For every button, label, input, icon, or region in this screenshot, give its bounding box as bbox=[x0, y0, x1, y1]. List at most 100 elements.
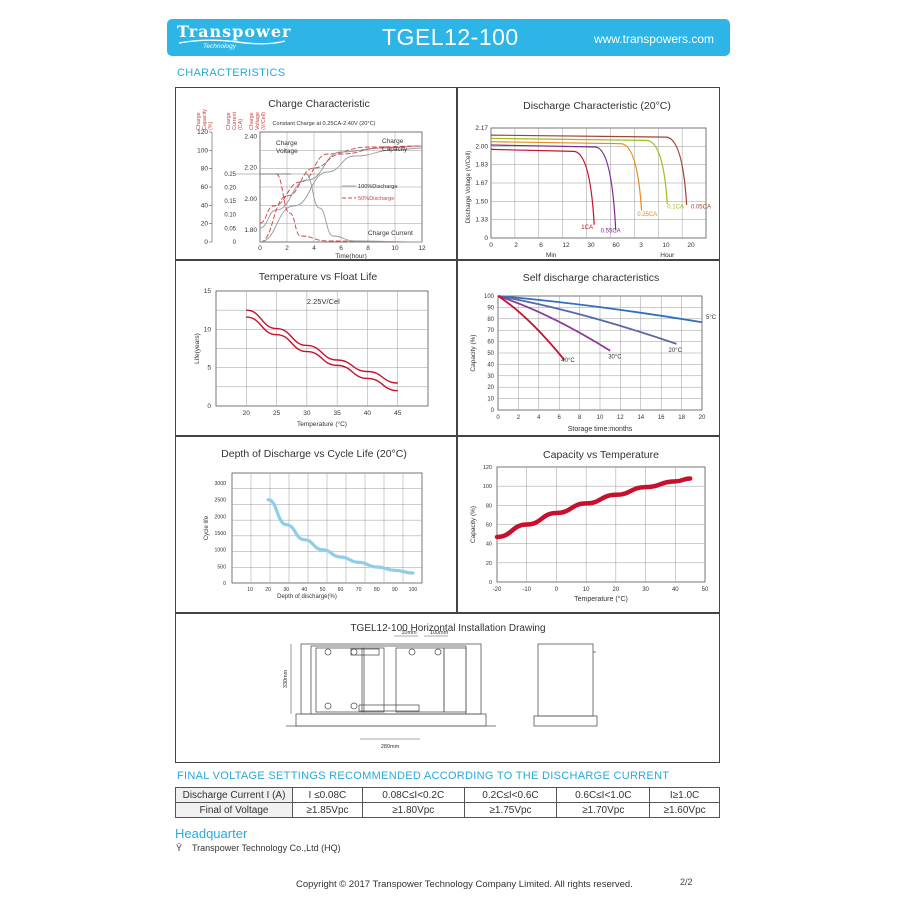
tick-label: 0 bbox=[489, 580, 492, 586]
table-cell: 0.08C≤I<0.2C bbox=[361, 787, 465, 803]
axis-header: Capacity bbox=[202, 109, 208, 130]
tick-label: 0.25 bbox=[224, 172, 236, 178]
tick-label: 20 bbox=[699, 415, 706, 421]
tick-label: 10 bbox=[391, 245, 399, 252]
axis-label: Temperature (°C) bbox=[297, 420, 347, 428]
tick-label: 0 bbox=[484, 235, 488, 242]
tick-label: 12 bbox=[418, 245, 426, 252]
series-line bbox=[490, 141, 643, 211]
tick-label: 16 bbox=[658, 415, 665, 421]
curve-label-voltage: Voltage bbox=[276, 148, 298, 155]
series-label: 1CA bbox=[581, 225, 593, 231]
self-discharge-chart: Self discharge characteristics0102030405… bbox=[470, 272, 717, 433]
chart-title: Self discharge characteristics bbox=[523, 272, 660, 284]
tick-label: 50 bbox=[487, 351, 494, 357]
tick-label: 30 bbox=[642, 587, 649, 593]
installation-drawing: TGEL12-100 Horizontal Installation Drawi… bbox=[283, 623, 598, 750]
capacity-curve bbox=[494, 476, 693, 540]
series-line bbox=[497, 295, 677, 345]
table-row: Final of Voltage ≥1.85Vpc ≥1.80Vpc ≥1.75… bbox=[175, 802, 720, 818]
logo-swoosh-icon bbox=[178, 39, 286, 45]
tick-label: 2.40 bbox=[244, 134, 257, 141]
panel-drawing: TGEL12-100 Horizontal Installation Drawi… bbox=[176, 614, 719, 762]
axis-group-label: Hour bbox=[660, 252, 675, 259]
tick-label: 40 bbox=[672, 587, 679, 593]
float-life-chart: Temperature vs Float Life 0 5 10 15 20 25 30 35 4… bbox=[194, 271, 429, 428]
life-curve bbox=[246, 309, 398, 384]
series-line bbox=[497, 295, 703, 324]
side-view-battery bbox=[537, 643, 594, 717]
side-view-base bbox=[533, 715, 598, 727]
tick-label: 20 bbox=[486, 561, 492, 567]
voltage-curve-50 bbox=[259, 145, 423, 224]
tick-label: 40 bbox=[364, 410, 372, 417]
axis-header: Charge bbox=[196, 112, 202, 130]
tick-label: 20 bbox=[487, 385, 494, 391]
terminal-icon bbox=[324, 702, 332, 710]
tick-label: 1.50 bbox=[475, 198, 488, 205]
tick-label: 0.10 bbox=[224, 213, 236, 219]
tick-label: 0.15 bbox=[224, 199, 236, 205]
tick-label: 0 bbox=[555, 587, 559, 593]
life-curve bbox=[246, 316, 398, 392]
series-line bbox=[497, 295, 565, 361]
table-cell: ≥1.60Vpc bbox=[649, 802, 720, 818]
chart-title: Charge Characteristic bbox=[268, 98, 370, 110]
tick-label: 0 bbox=[491, 408, 495, 414]
series-line bbox=[490, 144, 617, 231]
terminal-icon bbox=[324, 648, 332, 656]
tick-label: 1.33 bbox=[475, 217, 488, 224]
tick-label: 2 bbox=[285, 245, 289, 252]
tick-label: -20 bbox=[493, 587, 502, 593]
tick-label: 10 bbox=[247, 587, 253, 593]
tick-label: 8 bbox=[366, 245, 370, 252]
axis-label: Temperature (°C) bbox=[574, 595, 628, 603]
dimension-label: 10mm bbox=[401, 630, 417, 636]
characteristics-grid: Charge Characteristic Constant Charge at … bbox=[175, 87, 720, 763]
bus-bar bbox=[358, 704, 420, 712]
tick-label: 0 bbox=[223, 581, 226, 587]
table-cell: Final of Voltage bbox=[175, 802, 293, 818]
panel-discharge: Discharge Characteristic (20°C) 1.33 1.50 1… bbox=[458, 88, 720, 259]
copyright-text: Copyright © 2017 Transpower Technology C… bbox=[296, 879, 633, 890]
capacity-curve-100 bbox=[259, 147, 423, 243]
axis-header: (V/Cell) bbox=[261, 112, 267, 130]
panel-captemp: Capacity vs Temperature 0 20 40 60 80 100 120 -2… bbox=[458, 437, 720, 612]
series-label: 0.55CA bbox=[601, 229, 621, 235]
tick-label: 40 bbox=[487, 362, 494, 368]
axis-header: (%) bbox=[208, 121, 214, 130]
series-label: 20°C bbox=[669, 348, 683, 354]
panel-cyclelife: Depth of Discharge vs Cycle Life (20°C) 0… bbox=[176, 437, 456, 612]
tick-label: 500 bbox=[217, 564, 226, 570]
chart-title: Discharge Characteristic (20°C) bbox=[523, 100, 671, 112]
battery-block bbox=[395, 647, 445, 713]
tick-label: 100 bbox=[483, 484, 492, 490]
bullet-icon: Ÿ bbox=[176, 843, 183, 853]
tick-label: 18 bbox=[678, 415, 685, 421]
tick-label: 90 bbox=[487, 305, 494, 311]
battery-outline bbox=[310, 645, 467, 715]
tick-label: 0 bbox=[496, 415, 500, 421]
tick-label: 60 bbox=[486, 523, 492, 529]
chart-title: Depth of Discharge vs Cycle Life (20°C) bbox=[221, 448, 407, 460]
tick-label: 20 bbox=[201, 221, 209, 228]
axis-header: Voltage bbox=[255, 112, 261, 130]
tick-label: 6 bbox=[539, 242, 543, 249]
terminal-icon bbox=[350, 648, 358, 656]
series-line bbox=[490, 134, 688, 206]
tick-label: 1000 bbox=[214, 548, 226, 554]
table-cell: I ≤0.08C bbox=[292, 787, 363, 803]
website-link[interactable]: www.transpowers.com bbox=[593, 32, 714, 46]
axis-label: Depth of discharge(%) bbox=[277, 594, 337, 600]
legend-label: 50%Discharge bbox=[358, 196, 394, 202]
tick-label: 30 bbox=[487, 374, 494, 380]
series-line bbox=[490, 148, 595, 225]
voltage-curve-100 bbox=[259, 145, 423, 229]
tick-label: 60 bbox=[201, 184, 209, 191]
tick-label: 60 bbox=[612, 242, 620, 249]
axis-header: Current bbox=[232, 112, 238, 130]
tick-label: 6 bbox=[339, 245, 343, 252]
tick-label: 1.80 bbox=[244, 227, 257, 234]
tick-label: 8 bbox=[578, 415, 582, 421]
tick-label: 80 bbox=[374, 587, 380, 593]
